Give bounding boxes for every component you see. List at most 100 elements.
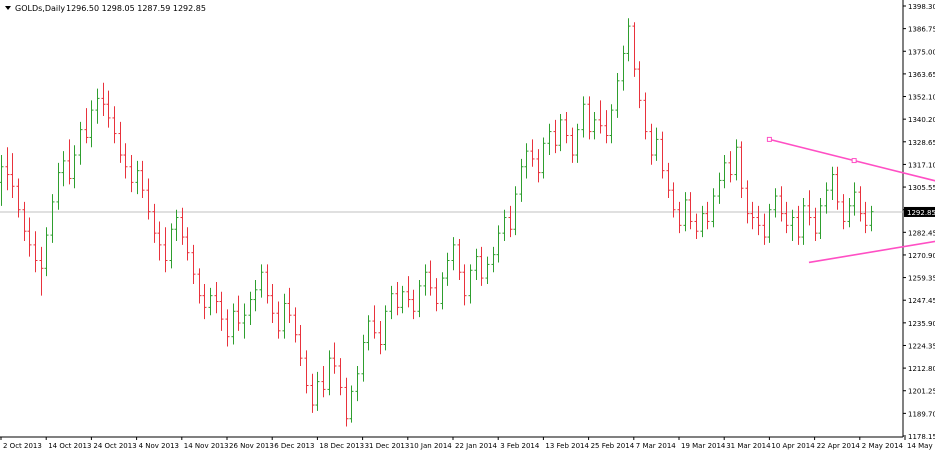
ohlc-bar[interactable] xyxy=(152,203,157,243)
ohlc-bar[interactable] xyxy=(310,373,315,413)
ohlc-bar[interactable] xyxy=(711,188,716,228)
ohlc-bar[interactable] xyxy=(135,160,140,195)
ohlc-bar[interactable] xyxy=(287,287,292,324)
ohlc-bar[interactable] xyxy=(293,307,298,343)
ohlc-bar[interactable] xyxy=(434,278,439,312)
ohlc-bar[interactable] xyxy=(327,350,332,396)
ohlc-bar[interactable] xyxy=(197,268,202,304)
ohlc-bars[interactable] xyxy=(0,18,874,427)
ohlc-bar[interactable] xyxy=(666,162,671,199)
ohlc-bar[interactable] xyxy=(683,192,688,232)
ohlc-bar[interactable] xyxy=(847,198,852,228)
ohlc-bar[interactable] xyxy=(123,143,128,179)
trendline-anchor-handle[interactable] xyxy=(766,136,772,142)
ohlc-bar[interactable] xyxy=(5,147,10,191)
ohlc-bar[interactable] xyxy=(163,227,168,273)
ohlc-bar[interactable] xyxy=(118,121,123,163)
ohlc-bar[interactable] xyxy=(10,153,15,199)
ohlc-bar[interactable] xyxy=(321,365,326,398)
ohlc-bar[interactable] xyxy=(779,186,784,222)
trendline-upper[interactable] xyxy=(769,138,935,190)
ohlc-bar[interactable] xyxy=(84,108,89,144)
ohlc-bar[interactable] xyxy=(361,334,366,382)
ohlc-bar[interactable] xyxy=(694,213,699,240)
ohlc-bar[interactable] xyxy=(259,264,264,298)
ohlc-bar[interactable] xyxy=(773,188,778,218)
ohlc-bar[interactable] xyxy=(191,244,196,284)
ohlc-bar[interactable] xyxy=(451,237,456,271)
ohlc-bar[interactable] xyxy=(366,315,371,351)
ohlc-bar[interactable] xyxy=(649,123,654,165)
ohlc-bar[interactable] xyxy=(242,303,247,339)
ohlc-bar[interactable] xyxy=(253,280,258,312)
trendline-mid-handle[interactable] xyxy=(851,158,857,164)
ohlc-bar[interactable] xyxy=(841,194,846,230)
ohlc-bar[interactable] xyxy=(524,143,529,179)
ohlc-bar[interactable] xyxy=(78,121,83,165)
ohlc-bar[interactable] xyxy=(570,127,575,163)
ohlc-bar[interactable] xyxy=(95,88,100,124)
ohlc-bar[interactable] xyxy=(790,209,795,241)
ohlc-bar[interactable] xyxy=(705,201,710,230)
ohlc-bar[interactable] xyxy=(50,194,55,243)
ohlc-bar[interactable] xyxy=(33,231,38,273)
ohlc-bar[interactable] xyxy=(440,272,445,310)
ohlc-bar[interactable] xyxy=(298,324,303,366)
ohlc-bar[interactable] xyxy=(468,264,473,304)
ohlc-bar[interactable] xyxy=(677,201,682,234)
ohlc-bar[interactable] xyxy=(536,149,541,183)
ohlc-bar[interactable] xyxy=(745,180,750,224)
ohlc-bar[interactable] xyxy=(671,182,676,218)
ohlc-bar[interactable] xyxy=(400,285,405,314)
ohlc-bar[interactable] xyxy=(236,295,241,331)
ohlc-bar[interactable] xyxy=(564,112,569,144)
ohlc-bar[interactable] xyxy=(807,190,812,226)
ohlc-bar[interactable] xyxy=(547,123,552,156)
ohlc-bar[interactable] xyxy=(106,90,111,128)
ohlc-bar[interactable] xyxy=(208,287,213,316)
ohlc-bar[interactable] xyxy=(349,385,354,423)
ohlc-bar[interactable] xyxy=(519,158,524,202)
ohlc-bar[interactable] xyxy=(654,127,659,161)
ohlc-bar[interactable] xyxy=(44,227,49,277)
ohlc-bar[interactable] xyxy=(140,160,145,199)
ohlc-bar[interactable] xyxy=(615,72,620,118)
ohlc-bar[interactable] xyxy=(214,281,219,314)
ohlc-bar[interactable] xyxy=(824,182,829,214)
ohlc-bar[interactable] xyxy=(395,281,400,316)
ohlc-bar[interactable] xyxy=(39,246,44,296)
ohlc-bar[interactable] xyxy=(541,137,546,179)
ohlc-bar[interactable] xyxy=(169,223,174,269)
ohlc-bar[interactable] xyxy=(180,207,185,245)
ohlc-bar[interactable] xyxy=(767,203,772,243)
ohlc-bar[interactable] xyxy=(479,246,484,286)
ohlc-bar[interactable] xyxy=(756,205,761,236)
ohlc-bar[interactable] xyxy=(445,252,450,286)
ohlc-bar[interactable] xyxy=(61,151,66,187)
ohlc-bar[interactable] xyxy=(355,365,360,402)
ohlc-bar[interactable] xyxy=(185,227,190,261)
ohlc-bar[interactable] xyxy=(784,201,789,234)
ohlc-bar[interactable] xyxy=(89,100,94,148)
ohlc-bar[interactable] xyxy=(581,96,586,138)
ohlc-bar[interactable] xyxy=(383,305,388,351)
ohlc-bar[interactable] xyxy=(558,114,563,152)
ohlc-bar[interactable] xyxy=(16,178,21,218)
trendline-lower[interactable] xyxy=(808,235,935,264)
ohlc-bar[interactable] xyxy=(202,283,207,320)
ohlc-bar[interactable] xyxy=(248,291,253,325)
ohlc-bar[interactable] xyxy=(372,305,377,339)
ohlc-bar[interactable] xyxy=(27,217,32,257)
ohlc-bar[interactable] xyxy=(632,22,637,77)
ohlc-bar[interactable] xyxy=(0,155,4,206)
ohlc-bar[interactable] xyxy=(462,264,467,306)
ohlc-bar[interactable] xyxy=(485,256,490,284)
ohlc-bar[interactable] xyxy=(411,289,416,320)
ohlc-bar[interactable] xyxy=(621,45,626,91)
ohlc-bar[interactable] xyxy=(609,104,614,144)
ohlc-bar[interactable] xyxy=(491,246,496,273)
ohlc-bar[interactable] xyxy=(513,186,518,236)
ohlc-bar[interactable] xyxy=(722,155,727,189)
ohlc-bar[interactable] xyxy=(332,342,337,374)
